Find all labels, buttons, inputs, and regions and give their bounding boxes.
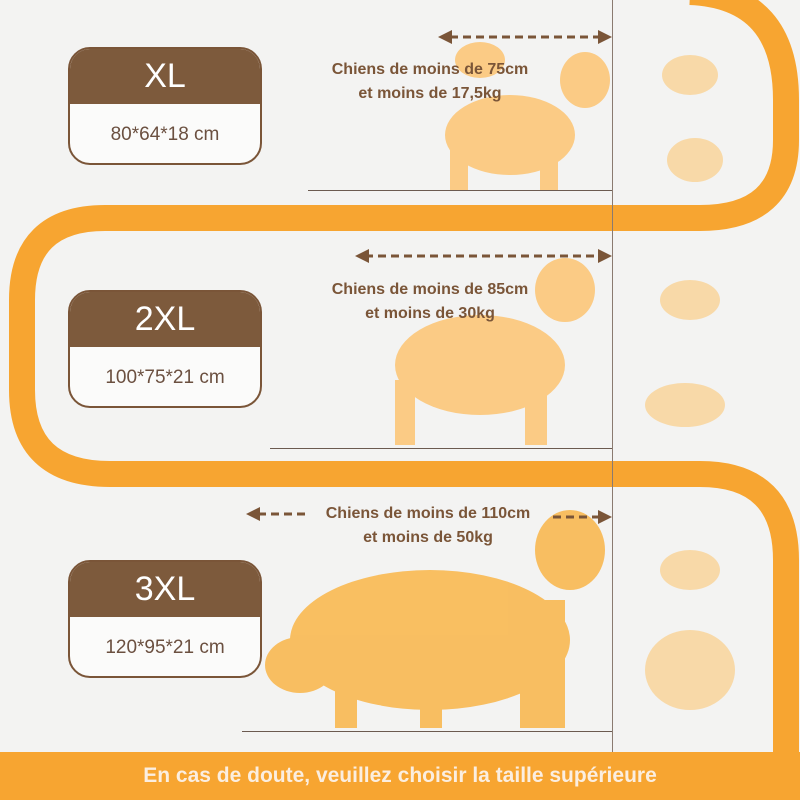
size-card-2xl: 2XL 100*75*21 cm	[68, 290, 262, 408]
dog-2xl-icon	[395, 258, 595, 445]
small-dog-icons	[645, 55, 735, 710]
measure-arrows	[246, 30, 612, 524]
ground-line	[270, 448, 612, 449]
dog-xl-icon	[445, 42, 610, 190]
size-label: XL	[70, 49, 260, 104]
size-dimensions: 100*75*21 cm	[105, 366, 225, 388]
size-dimensions: 120*95*21 cm	[105, 636, 225, 658]
desc-line: Chiens de moins de 85cm	[331, 281, 529, 298]
size-card-xl: XL 80*64*18 cm	[68, 47, 262, 165]
size-dimensions: 80*64*18 cm	[110, 123, 220, 145]
size-description-xl: Chiens de moins de 75cm et moins de 17,5…	[300, 58, 560, 106]
footer-banner: En cas de doute, veuillez choisir la tai…	[0, 752, 800, 800]
size-description-3xl: Chiens de moins de 110cm et moins de 50k…	[298, 502, 558, 550]
size-card-3xl: 3XL 120*95*21 cm	[68, 560, 262, 678]
desc-line: et moins de 50kg	[363, 529, 493, 546]
divider-line	[612, 0, 613, 752]
dog-silhouettes	[265, 42, 735, 728]
size-description-2xl: Chiens de moins de 85cm et moins de 30kg	[300, 278, 560, 326]
ground-line	[308, 190, 612, 191]
desc-line: Chiens de moins de 110cm	[325, 505, 531, 522]
desc-line: et moins de 30kg	[365, 305, 495, 322]
desc-line: Chiens de moins de 75cm	[331, 61, 529, 78]
dog-3xl-icon	[265, 510, 605, 728]
size-label: 2XL	[70, 292, 260, 347]
desc-line: et moins de 17,5kg	[358, 85, 502, 102]
ground-line	[242, 731, 612, 732]
size-label: 3XL	[70, 562, 260, 617]
